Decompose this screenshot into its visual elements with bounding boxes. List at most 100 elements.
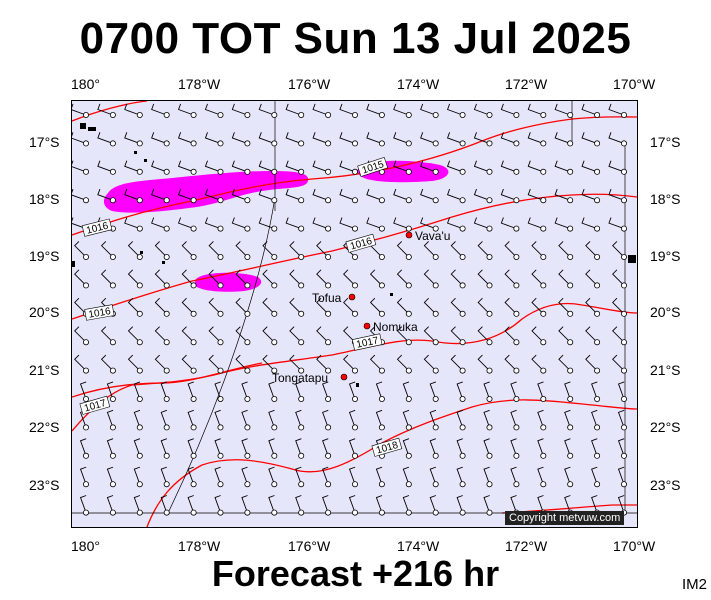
wind-barb	[617, 381, 628, 402]
wind-barb	[295, 438, 305, 459]
wind-barb	[268, 381, 278, 402]
wind-barb	[558, 326, 574, 346]
wind-barb	[97, 132, 116, 147]
wind-barb	[581, 103, 601, 118]
wind-barb	[151, 188, 170, 204]
wind-barb	[456, 438, 466, 459]
wind-barb	[154, 241, 170, 260]
wind-barb	[402, 438, 412, 459]
lat-label-18s-r: 18°S	[650, 191, 681, 207]
wind-barb	[617, 438, 628, 459]
wind-barb	[154, 269, 170, 289]
wind-barb	[477, 326, 493, 346]
wind-barb	[258, 217, 278, 232]
island-shape	[72, 261, 75, 267]
wind-barb	[456, 409, 466, 431]
wind-barb	[231, 103, 251, 118]
wind-barb	[504, 354, 520, 374]
wind-barb	[312, 103, 332, 118]
wind-barb	[208, 326, 224, 346]
wind-barb	[312, 132, 332, 147]
wind-barb	[74, 326, 89, 346]
wind-barb	[456, 495, 466, 516]
wind-barb	[612, 269, 628, 289]
wind-barb	[124, 188, 143, 204]
isobar-label: 1016	[345, 233, 377, 253]
wind-barb	[72, 188, 89, 204]
wind-barb	[477, 269, 493, 289]
page-title: 0700 TOT Sun 13 Jul 2025	[79, 14, 632, 63]
wind-barb	[106, 381, 116, 402]
island-shape	[356, 383, 359, 387]
wind-barb	[124, 132, 143, 147]
wind-barb	[343, 269, 358, 289]
wind-barb	[177, 160, 197, 175]
wind-barbs	[72, 103, 628, 516]
wind-barb	[396, 354, 412, 374]
isobar-label: 1016	[81, 218, 113, 237]
wind-barb	[289, 269, 305, 289]
wind-barb	[74, 269, 89, 289]
map-code: IM2	[681, 576, 707, 593]
wind-barb	[393, 217, 412, 232]
wind-barb	[151, 103, 170, 118]
wind-barb	[204, 188, 224, 204]
place-marker	[348, 293, 356, 301]
wind-barb	[124, 103, 143, 118]
island-shape	[134, 151, 137, 154]
wind-barb	[208, 241, 224, 260]
wind-barb	[79, 466, 89, 488]
lat-label-21s-r: 21°S	[650, 362, 681, 378]
wind-barb	[531, 241, 547, 260]
wind-barb	[154, 354, 170, 374]
wind-barb	[510, 438, 520, 459]
wind-barb	[402, 409, 412, 431]
wind-barb	[268, 409, 278, 431]
place-tofua: Tofua	[312, 291, 356, 305]
wind-barb	[612, 297, 628, 317]
wind-barb	[322, 438, 332, 459]
wind-barb	[531, 297, 547, 317]
wind-barb	[289, 297, 305, 317]
island-shape	[144, 159, 147, 162]
lat-label-19s: 19°S	[29, 248, 60, 264]
wind-barb	[393, 188, 412, 204]
lon-label-180: 180°	[71, 76, 100, 92]
wind-barb	[504, 326, 520, 346]
wind-barb	[477, 297, 493, 317]
wind-barb	[591, 438, 601, 459]
wind-barb	[339, 132, 358, 147]
wind-barb	[531, 269, 547, 289]
track-line	[167, 196, 276, 514]
wind-barb	[258, 132, 278, 147]
lon-label-172w: 172°W	[505, 76, 548, 92]
wind-barb	[564, 409, 574, 431]
wind-barb	[527, 132, 547, 147]
wind-barb	[527, 217, 547, 232]
wind-barb	[106, 438, 116, 459]
wind-barb	[396, 269, 412, 289]
wind-barb	[262, 354, 278, 374]
wind-barb	[285, 217, 305, 232]
wind-barb	[456, 466, 466, 488]
wind-barb	[420, 160, 439, 175]
wind-barb	[396, 297, 412, 317]
wind-barb	[241, 466, 251, 488]
wind-barb	[235, 297, 251, 317]
places: Vava'u Tofua Nomuka Tongatapu	[272, 229, 450, 385]
wind-barb	[262, 326, 278, 346]
wind-barb	[316, 269, 332, 289]
wind-barb	[343, 354, 358, 374]
wind-barb	[558, 241, 574, 260]
wind-barb	[177, 217, 197, 232]
wind-barb	[97, 103, 116, 118]
lat-label-20s: 20°S	[29, 304, 60, 320]
wind-barb	[151, 217, 170, 232]
wind-barb	[151, 132, 170, 147]
lat-label-23s: 23°S	[29, 477, 60, 493]
wind-barb	[214, 381, 224, 402]
wind-barb	[510, 381, 520, 402]
wind-barb	[339, 188, 358, 204]
wind-barb	[527, 103, 547, 118]
wind-barb	[181, 241, 197, 260]
